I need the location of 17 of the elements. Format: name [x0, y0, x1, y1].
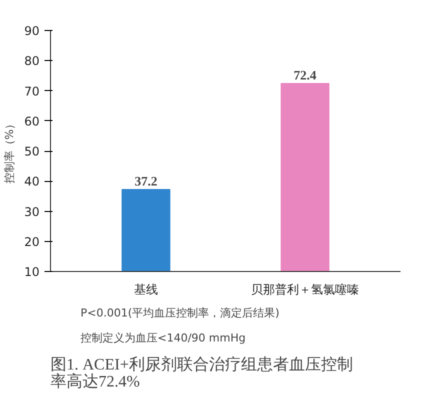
- caption: 图1. ACEI+利尿剂联合治疗组患者血压控制率高达72.4%: [50, 356, 353, 390]
- y-tick-label: 50: [24, 144, 40, 158]
- y-tick-label: 30: [24, 204, 40, 219]
- x-tick-label: 贝那普利＋氢氯噻嗪: [251, 282, 360, 296]
- y-tick-label: 10: [24, 265, 40, 279]
- y-tick-label: 70: [24, 84, 40, 98]
- data-label: 37.2: [134, 174, 158, 189]
- y-tick-label: 90: [24, 24, 40, 38]
- text: P<0.001(平均血压控制率，滴定后结果): [80, 306, 280, 320]
- data-label: 72.4: [294, 68, 317, 83]
- x-tick-label: 基线: [134, 282, 158, 296]
- y-tick-label: 20: [24, 234, 40, 249]
- y-tick-label: 80: [24, 54, 40, 68]
- y-tick-label: 60: [24, 114, 40, 128]
- y-axis-title: 控制率（%）: [3, 118, 16, 184]
- y-tick-label: 40: [24, 174, 40, 189]
- text: 控制定义为血压<140/90 mmHg: [80, 332, 246, 344]
